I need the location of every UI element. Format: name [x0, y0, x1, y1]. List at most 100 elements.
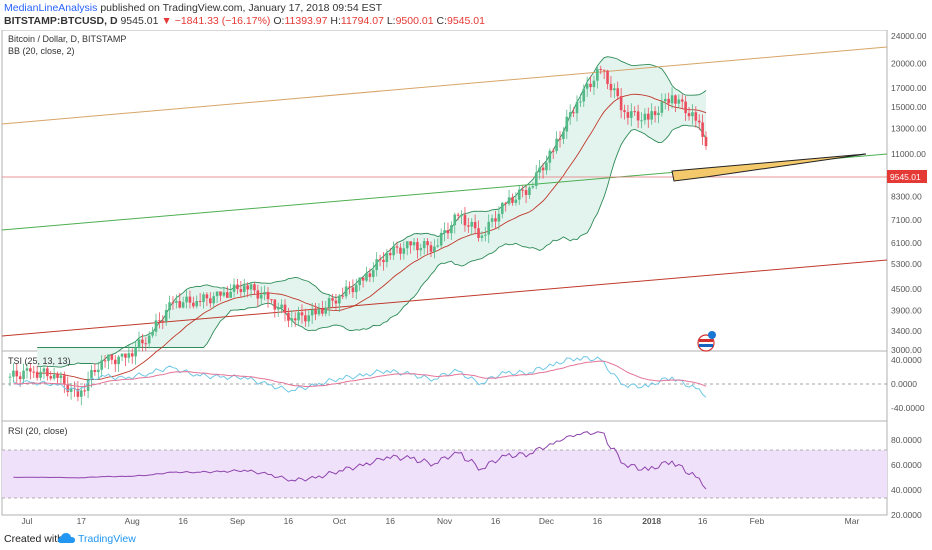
- candle-body: [545, 162, 548, 171]
- last-price-tag-label: 9545.01: [890, 172, 921, 182]
- open-value: 11393.97: [284, 15, 328, 27]
- candle-body: [392, 246, 395, 256]
- author-link[interactable]: MedianLineAnalysis: [4, 2, 98, 14]
- candle-body: [25, 368, 29, 371]
- chart-area[interactable]: Bitcoin / Dollar, D, BITSTAMP BB (20, cl…: [0, 30, 932, 528]
- candle-body: [86, 379, 90, 391]
- tsi-pane-title: TSI (25, 13, 13): [8, 356, 71, 366]
- price-tick-label: 24000.00: [891, 31, 927, 41]
- candle-body: [534, 172, 538, 186]
- lower-median-line[interactable]: [1, 259, 888, 337]
- candle-body: [633, 111, 637, 113]
- candle-body: [198, 301, 202, 303]
- candle-body: [497, 213, 501, 222]
- candle-body: [134, 347, 137, 357]
- candle-body: [677, 99, 681, 104]
- bollinger-fill: [37, 56, 706, 368]
- candle-body: [168, 302, 171, 311]
- candle-body: [511, 197, 514, 203]
- candle-body: [18, 376, 22, 380]
- quote-line: BITSTAMP:BTCUSD, D 9545.01 ▼ −1841.33 (−…: [4, 15, 485, 27]
- candle-body: [242, 285, 246, 293]
- time-tick-label: 16: [593, 516, 603, 526]
- candle-body: [205, 294, 209, 299]
- candle-body: [429, 245, 433, 252]
- last-price-tag: [887, 170, 927, 183]
- candle-body: [626, 112, 630, 118]
- candle-body: [327, 298, 331, 308]
- candle-body: [283, 304, 287, 313]
- price-tick-label: 3400.00: [891, 326, 922, 336]
- candle-body: [253, 284, 256, 291]
- candle-body: [646, 113, 650, 120]
- tradingview-cloud-icon[interactable]: [58, 531, 76, 545]
- candle-body: [524, 190, 528, 195]
- candle-body: [691, 112, 694, 117]
- time-tick-label: Oct: [333, 516, 347, 526]
- candle-body: [436, 245, 440, 247]
- candle-body: [500, 202, 504, 214]
- candle-body: [494, 218, 497, 222]
- footer-created-text: Created with: [4, 533, 63, 545]
- candle-body: [144, 343, 148, 345]
- candle-body: [555, 138, 558, 152]
- candle-body: [412, 242, 416, 246]
- candle-body: [473, 221, 477, 229]
- candle-body: [331, 298, 334, 301]
- candle-body: [640, 120, 643, 122]
- candle-body: [358, 277, 361, 286]
- candle-body: [239, 289, 243, 293]
- bollinger-basis: [37, 93, 707, 381]
- candle-body: [405, 241, 409, 249]
- candle-body: [161, 320, 165, 322]
- candle-body: [110, 354, 114, 360]
- candle-body: [531, 185, 535, 188]
- time-axis: Jul 17 Aug 16 Sep 16 Oct 16 Nov 16 Dec 16 2018 16 Feb M…: [22, 516, 860, 526]
- wedge-annotation[interactable]: [671, 153, 867, 182]
- candle-body: [317, 308, 321, 315]
- candle-body: [42, 368, 46, 372]
- tsi-axis: 40.0000 0.0000 -40.0000: [891, 355, 925, 413]
- candle-body: [229, 291, 232, 298]
- candle-body: [667, 98, 670, 104]
- candle-body: [154, 320, 158, 332]
- candle-body: [147, 335, 151, 344]
- candle-body: [225, 292, 229, 298]
- candle-body: [609, 83, 613, 91]
- candle-body: [446, 230, 450, 234]
- candle-body: [293, 318, 297, 321]
- low-label: L:: [386, 15, 396, 27]
- candle-body: [130, 353, 134, 357]
- candle-body: [463, 214, 467, 226]
- candle-body: [151, 331, 154, 336]
- candle-body: [388, 253, 392, 256]
- price-axis: 24000.00 20000.00 17000.00 15000.00 13000.00…: [891, 31, 927, 355]
- candle-body: [15, 370, 19, 377]
- candle-body: [439, 232, 443, 246]
- candle-body: [259, 294, 263, 299]
- upper-median-line[interactable]: [1, 46, 888, 125]
- low-value: 9500.01: [395, 15, 434, 27]
- time-tick-label: 16: [178, 516, 188, 526]
- tradingview-link[interactable]: TradingView: [78, 533, 136, 545]
- candle-body: [256, 290, 260, 299]
- candle-body: [514, 199, 518, 203]
- high-value: 11794.07: [340, 15, 384, 27]
- candle-body: [209, 298, 212, 304]
- candle-body: [684, 101, 687, 114]
- time-tick-label: Mar: [845, 516, 860, 526]
- price-tick-label: 13000.00: [891, 124, 927, 134]
- price-tick-label: 15000.00: [891, 102, 927, 112]
- candle-body: [59, 375, 63, 378]
- last-price: 9545.01: [120, 15, 159, 27]
- candle-body: [426, 241, 429, 246]
- candle-body: [660, 101, 664, 113]
- rsi-pane-title: RSI (20, close): [8, 426, 68, 436]
- candle-body: [185, 296, 188, 303]
- candle-body: [113, 359, 117, 365]
- rsi-band: [2, 450, 887, 498]
- flag-icon[interactable]: [697, 331, 716, 352]
- time-tick-label: Aug: [125, 516, 140, 526]
- candle-body: [29, 368, 32, 372]
- candle-body: [443, 230, 446, 233]
